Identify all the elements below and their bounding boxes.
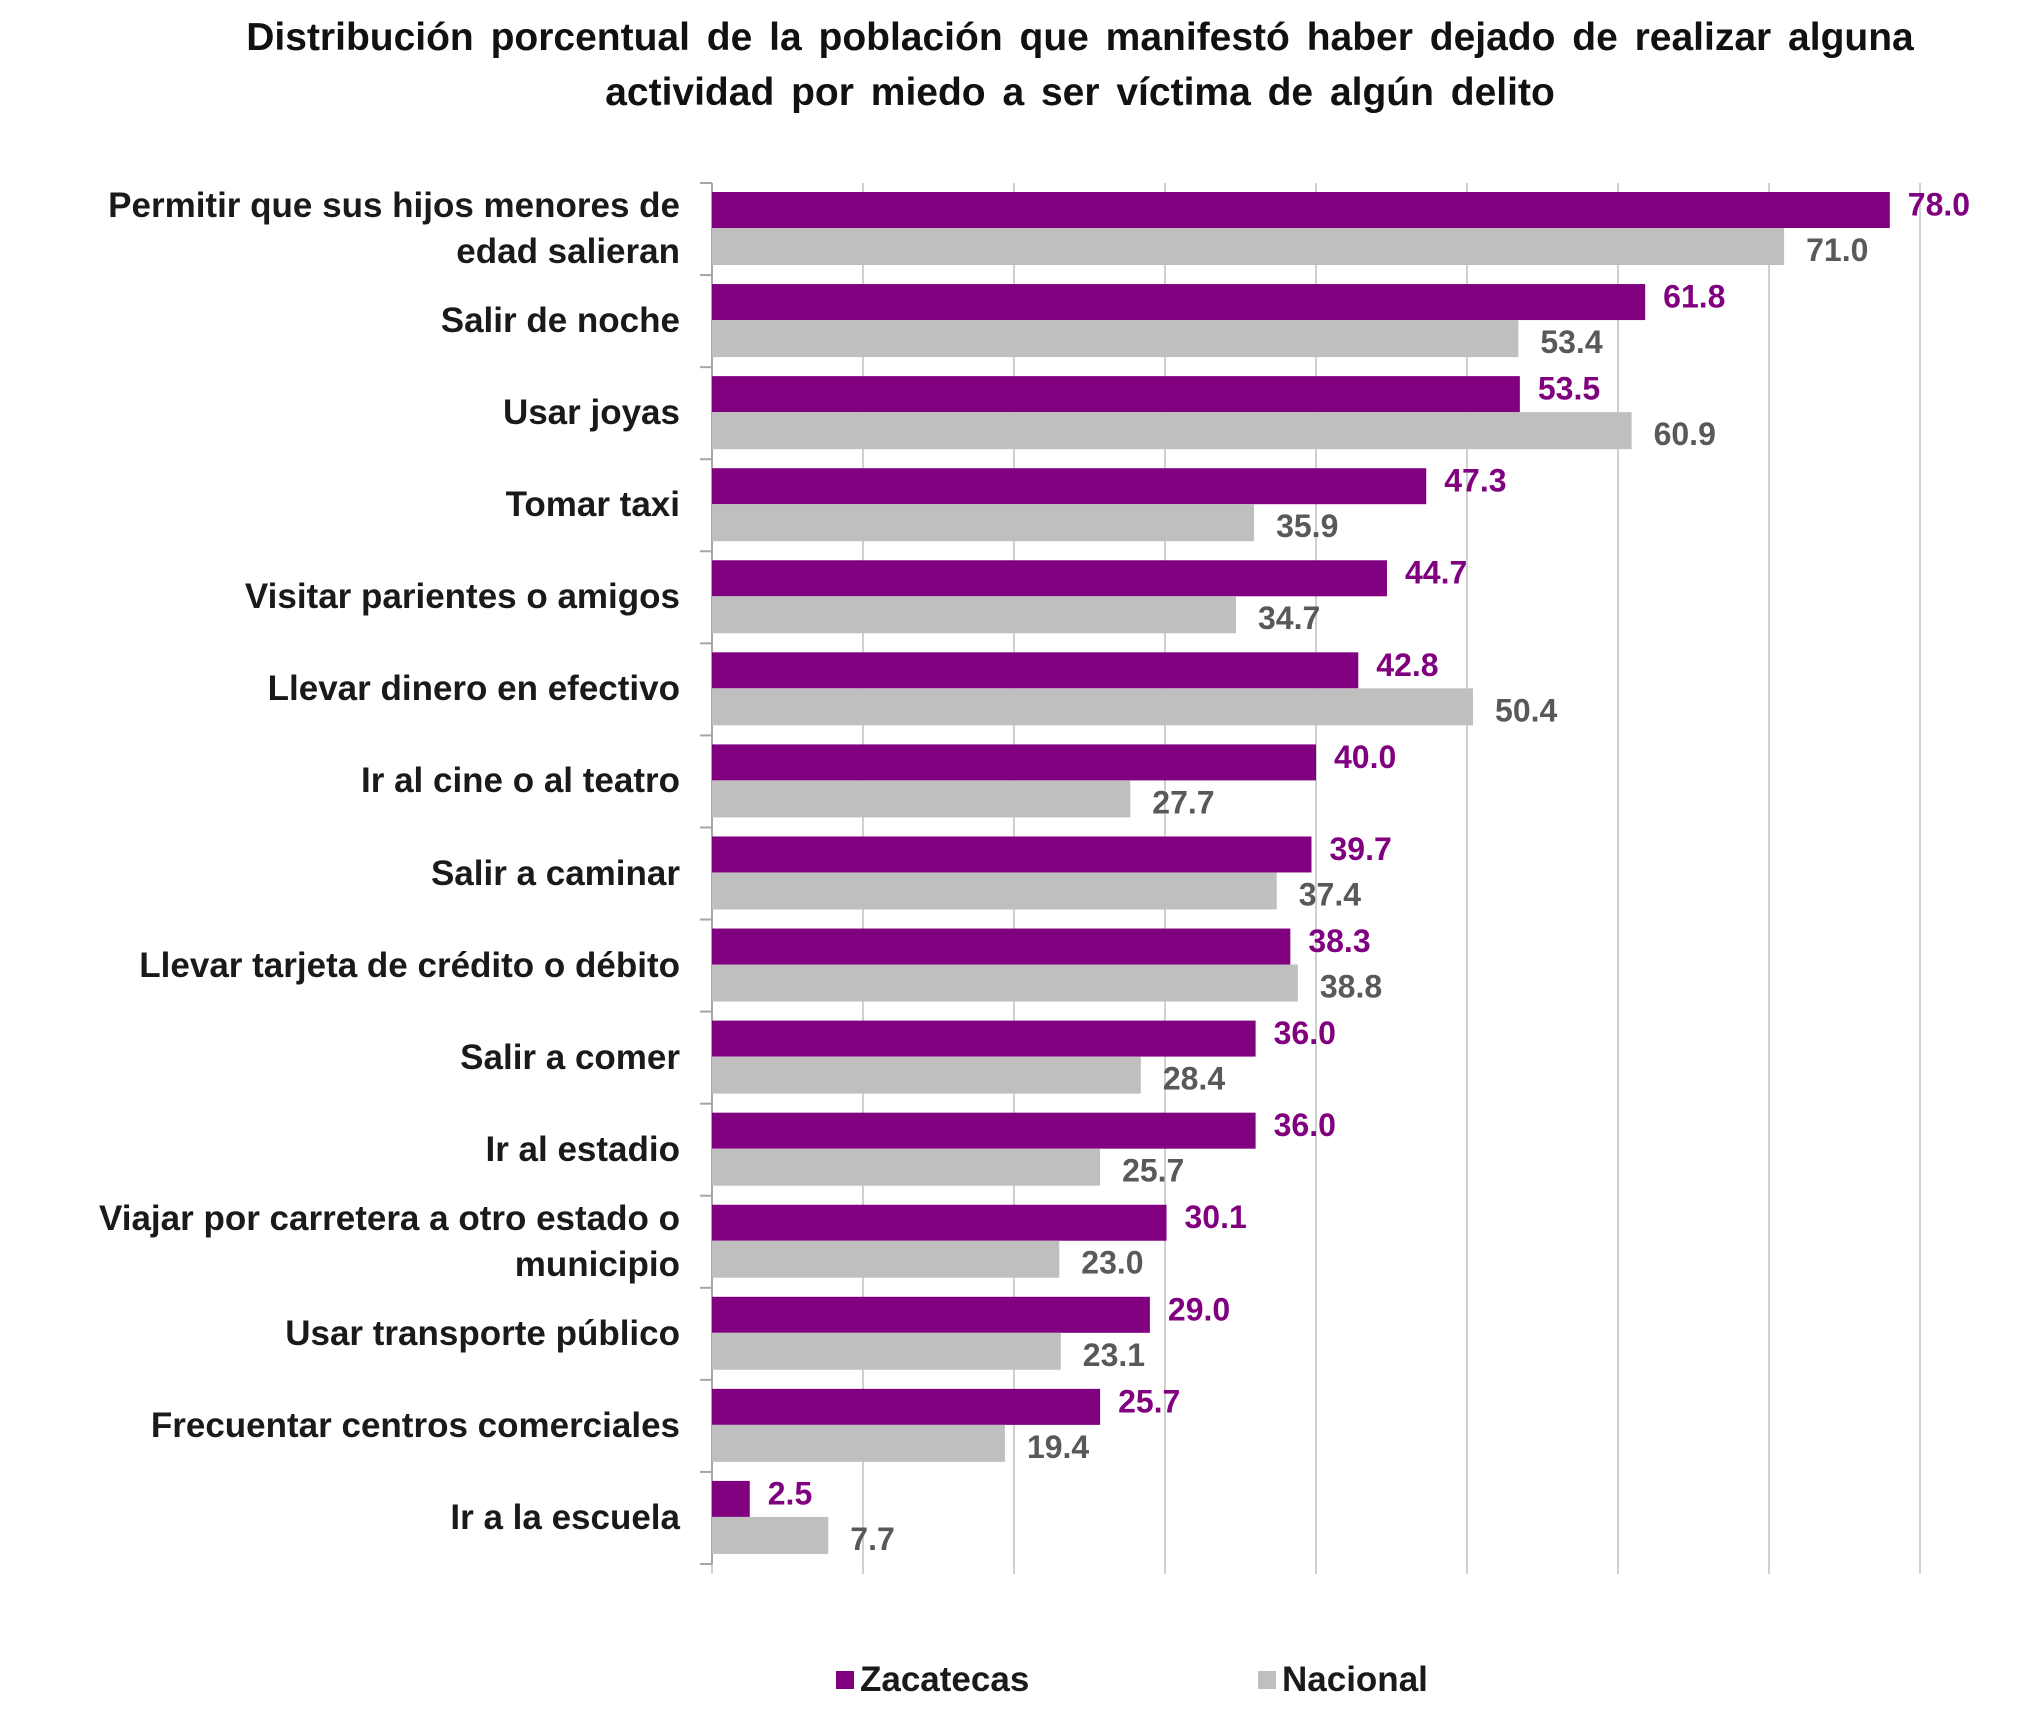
legend-label: Zacatecas [860,1660,1030,1699]
bar [712,1240,1060,1278]
bar [712,412,1632,450]
data-label: 23.0 [1081,1245,1143,1281]
data-label: 37.4 [1299,876,1361,912]
bar [712,872,1277,910]
bar [712,1056,1141,1094]
legend-swatch [1258,1671,1276,1689]
bar [712,1516,829,1554]
data-label: 36.0 [1274,1015,1336,1051]
data-label: 7.7 [850,1521,894,1557]
bar [712,1332,1061,1370]
bar [712,192,1890,228]
data-label: 27.7 [1152,784,1214,820]
bar [712,560,1387,597]
y-tick-label: Salir a caminar [430,853,680,893]
data-label: 53.4 [1540,324,1602,360]
data-label: 78.0 [1908,186,1970,222]
data-label: 2.5 [768,1475,812,1511]
chart-title: Distribución porcentual de la población … [246,16,1914,114]
bar [712,376,1520,413]
data-label: 30.1 [1185,1199,1247,1235]
bar [712,744,1316,781]
y-tick-label: Ir al cine o al teatro [361,761,680,801]
data-label: 38.3 [1308,923,1370,959]
data-label: 60.9 [1654,416,1716,452]
bar [712,1480,750,1517]
data-label: 53.5 [1538,371,1600,407]
data-label: 36.0 [1274,1107,1336,1143]
data-label: 40.0 [1334,739,1396,775]
y-tick-label: Usar transporte público [285,1313,680,1353]
data-label: 34.7 [1258,600,1320,636]
bar [712,1296,1150,1333]
bar [712,688,1474,726]
legend-item: Nacional [1258,1660,1428,1700]
bar [712,836,1312,873]
data-label: 38.8 [1320,968,1382,1004]
data-label: 19.4 [1027,1429,1089,1465]
bar [712,964,1298,1002]
bar [712,284,1646,321]
data-label: 25.7 [1118,1383,1180,1419]
data-label: 44.7 [1405,555,1467,591]
y-tick-label: Ir al estadio [485,1129,680,1169]
bar [712,596,1236,634]
bar [712,320,1519,358]
bar [712,228,1785,265]
legend-label: Nacional [1282,1660,1428,1699]
data-label: 25.7 [1122,1153,1184,1189]
bar [712,1020,1256,1057]
y-tick-label: Permitir que sus hijos menores de edad s… [108,186,680,272]
y-tick-label: Salir de noche [440,301,680,341]
data-label: 42.8 [1376,647,1438,683]
legend-item: Zacatecas [836,1660,1029,1700]
data-label: 39.7 [1329,831,1391,867]
y-tick-label: Frecuentar centros comerciales [150,1405,680,1445]
y-tick-label: Usar joyas [502,393,680,433]
data-label: 28.4 [1163,1061,1225,1097]
data-label: 29.0 [1168,1291,1230,1327]
bar [712,1388,1101,1425]
y-tick-label: Llevar tarjeta de crédito o débito [139,945,680,985]
data-label: 61.8 [1663,279,1725,315]
bar [712,1424,1005,1462]
bar [712,468,1427,505]
y-tick-label: Salir a comer [460,1037,680,1077]
y-tick-label: Visitar parientes o amigos [244,577,680,617]
y-tick-label: Ir a la escuela [450,1497,680,1537]
y-tick-label: Viajar por carretera a otro estado o mun… [99,1198,680,1284]
bar [712,780,1131,818]
bar [712,1204,1167,1241]
legend-swatch [836,1671,854,1689]
data-label: 71.0 [1806,232,1868,268]
data-label: 47.3 [1444,463,1506,499]
bar [712,928,1291,965]
y-tick-label: Tomar taxi [505,485,680,525]
data-label: 23.1 [1083,1337,1145,1373]
bar [712,1112,1256,1149]
y-tick-label: Llevar dinero en efectivo [267,669,680,709]
bar [712,504,1255,542]
data-label: 35.9 [1276,508,1338,544]
data-label: 50.4 [1495,692,1557,728]
bar [712,1148,1101,1186]
bar [712,652,1359,689]
